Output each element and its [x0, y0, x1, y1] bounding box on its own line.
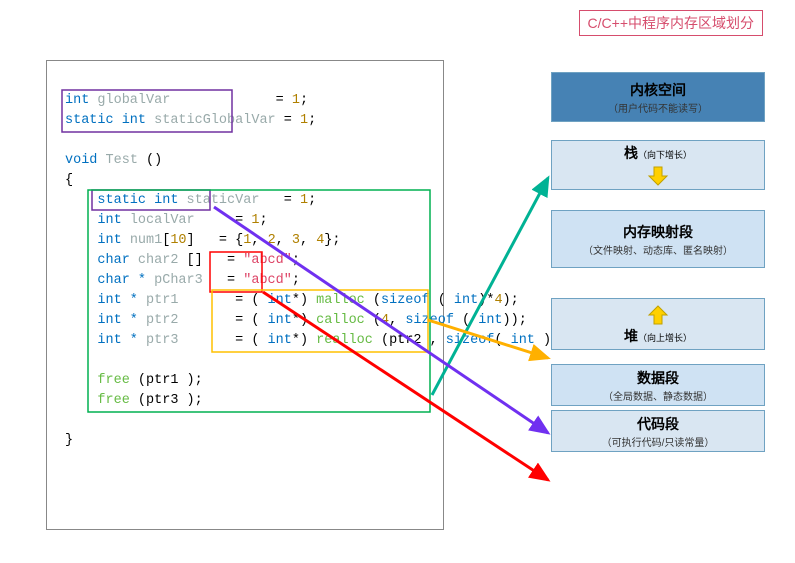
code-line: char char2 [] = "abcd"; [65, 251, 427, 271]
mem-title: 代码段 [552, 414, 764, 434]
code-line [65, 411, 427, 431]
mem-title: 堆（向上增长） [552, 326, 764, 346]
code-line: { [65, 171, 427, 191]
mem-stack: 栈（向下增长） [551, 140, 765, 190]
code-line: int globalVar = 1; [65, 91, 427, 111]
page-title: C/C++中程序内存区域划分 [579, 10, 763, 36]
code-line: int num1[10] = {1, 2, 3, 4}; [65, 231, 427, 251]
code-line: int * ptr3 = ( int*) realloc (ptr2 , siz… [65, 331, 427, 351]
code-line [65, 351, 427, 371]
code-line [65, 131, 427, 151]
code-line: static int staticGlobalVar = 1; [65, 111, 427, 131]
code-line: int * ptr1 = ( int*) malloc (sizeof ( in… [65, 291, 427, 311]
arrow-down-icon [647, 165, 669, 187]
to-stack-arrow [432, 178, 548, 395]
code-line: } [65, 431, 427, 451]
code-panel: int globalVar = 1;static int staticGloba… [46, 60, 444, 530]
memory-column: 内核空间（用户代码不能读写） 栈（向下增长） 内存映射段（文件映射、动态库、匿名映射… [551, 72, 765, 452]
mem-data: 数据段（全局数据、静态数据） [551, 364, 765, 406]
code-block: int globalVar = 1;static int staticGloba… [65, 91, 427, 451]
mem-kernel: 内核空间（用户代码不能读写） [551, 72, 765, 122]
code-line: free (ptr3 ); [65, 391, 427, 411]
mem-mmap: 内存映射段（文件映射、动态库、匿名映射） [551, 210, 765, 268]
arrow-up-icon [647, 304, 669, 326]
mem-sub: （用户代码不能读写） [552, 100, 764, 115]
mem-title: 内核空间 [552, 80, 764, 100]
code-line: int * ptr2 = ( int*) calloc (4, sizeof (… [65, 311, 427, 331]
code-line: int localVar = 1; [65, 211, 427, 231]
mem-title: 栈（向下增长） [552, 143, 764, 163]
mem-heap: 堆（向上增长） [551, 298, 765, 350]
mem-text: 代码段（可执行代码/只读常量） [551, 410, 765, 452]
mem-sub: （全局数据、静态数据） [552, 388, 764, 403]
code-line: void Test () [65, 151, 427, 171]
mem-sub: （可执行代码/只读常量） [552, 434, 764, 449]
mem-title: 内存映射段 [552, 222, 764, 242]
mem-title: 数据段 [552, 368, 764, 388]
code-line: free (ptr1 ); [65, 371, 427, 391]
code-line: char * pChar3 = "abcd"; [65, 271, 427, 291]
mem-sub: （文件映射、动态库、匿名映射） [552, 242, 764, 257]
code-line: static int staticVar = 1; [65, 191, 427, 211]
